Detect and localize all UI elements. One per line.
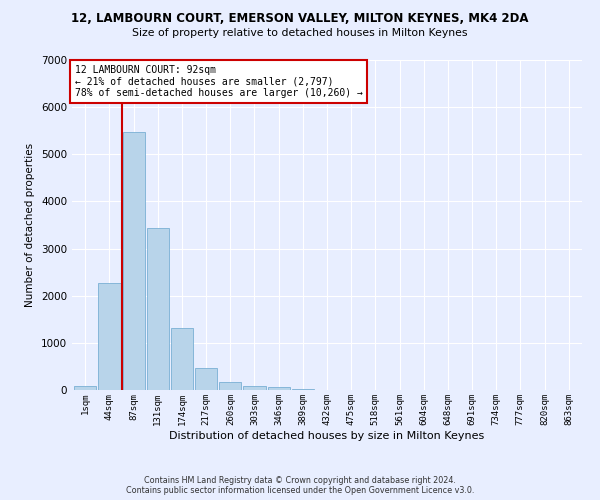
Text: 12 LAMBOURN COURT: 92sqm
← 21% of detached houses are smaller (2,797)
78% of sem: 12 LAMBOURN COURT: 92sqm ← 21% of detach… [74,65,362,98]
Bar [219,382,241,390]
Bar [98,283,121,390]
Bar [195,368,217,390]
Bar [292,388,314,390]
Bar [74,386,97,390]
Text: 12, LAMBOURN COURT, EMERSON VALLEY, MILTON KEYNES, MK4 2DA: 12, LAMBOURN COURT, EMERSON VALLEY, MILT… [71,12,529,26]
Bar [171,328,193,390]
Bar [122,132,145,390]
Bar [244,386,266,390]
X-axis label: Distribution of detached houses by size in Milton Keynes: Distribution of detached houses by size … [169,430,485,440]
Bar [268,388,290,390]
Bar [146,228,169,390]
Text: Size of property relative to detached houses in Milton Keynes: Size of property relative to detached ho… [132,28,468,38]
Y-axis label: Number of detached properties: Number of detached properties [25,143,35,307]
Text: Contains HM Land Registry data © Crown copyright and database right 2024.
Contai: Contains HM Land Registry data © Crown c… [126,476,474,495]
